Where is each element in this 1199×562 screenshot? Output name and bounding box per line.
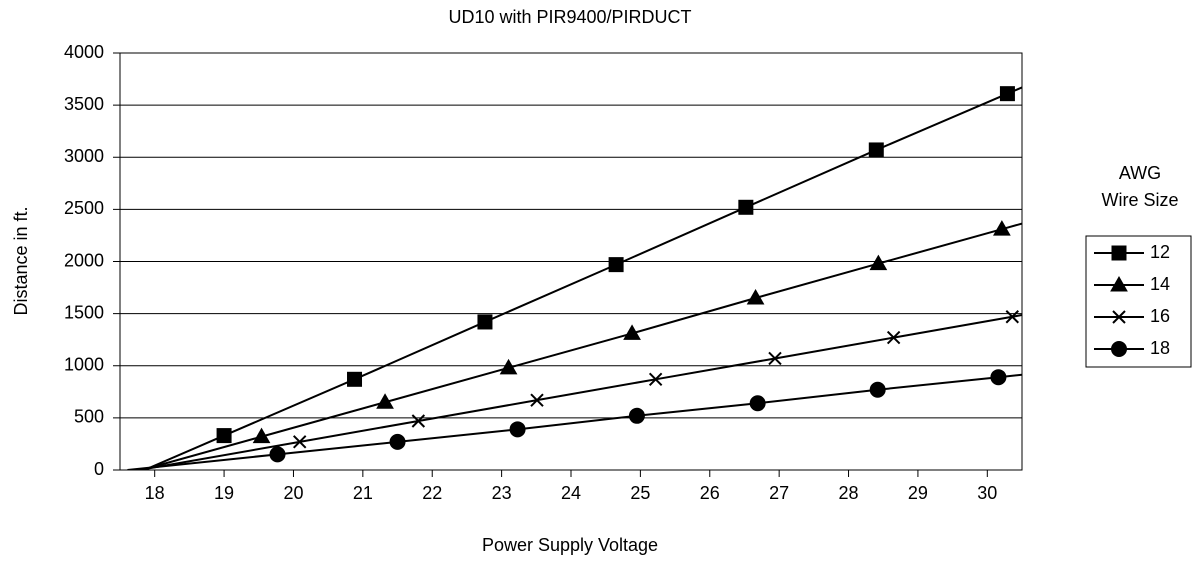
marker [216,428,232,444]
legend-title: Wire Size [1101,190,1178,210]
legend-label: 16 [1150,306,1170,326]
x-tick-label: 24 [561,483,581,503]
chart-title: UD10 with PIR9400/PIRDUCT [448,7,691,27]
legend-title: AWG [1119,163,1161,183]
marker [292,435,307,449]
legend-marker [1111,245,1127,261]
x-tick-label: 30 [977,483,997,503]
marker [1005,310,1019,324]
x-tick-label: 28 [839,483,859,503]
y-tick-label: 2500 [64,198,104,218]
x-tick-label: 21 [353,483,373,503]
marker [608,257,624,273]
legend-marker [1111,341,1127,357]
marker [738,199,754,215]
marker [499,358,518,375]
marker [886,330,901,345]
y-tick-label: 2000 [64,250,104,270]
marker [252,427,271,444]
x-tick-label: 23 [492,483,512,503]
marker [530,393,544,407]
x-axis-label: Power Supply Voltage [482,535,658,555]
y-tick-label: 3000 [64,146,104,166]
legend-marker [1110,275,1128,292]
marker [477,314,493,330]
marker [628,407,645,424]
line-extension [127,453,278,470]
legend-marker [1110,275,1128,292]
x-tick-label: 18 [145,483,165,503]
marker [623,324,641,340]
x-tick-label: 27 [769,483,789,503]
marker [869,254,888,271]
legend-marker [1112,310,1126,324]
y-tick-label: 1000 [64,355,104,375]
line-extension [143,434,225,470]
x-tick-label: 20 [283,483,303,503]
y-tick-label: 500 [74,407,104,427]
marker [509,421,526,438]
legend-label: 18 [1150,338,1170,358]
marker [269,446,286,463]
marker [990,369,1007,386]
x-tick-label: 22 [422,483,442,503]
y-tick-label: 0 [94,459,104,479]
marker [993,220,1011,236]
x-tick-label: 26 [700,483,720,503]
marker [347,371,363,387]
plot-frame [119,52,1023,471]
marker [869,381,886,398]
marker [768,351,782,366]
legend-label: 14 [1150,274,1170,294]
marker [376,393,394,409]
marker [648,372,663,387]
marker [389,433,406,450]
x-tick-label: 19 [214,483,234,503]
marker [999,86,1015,102]
legend-box [1085,235,1192,368]
legend-marker [1112,310,1126,324]
line-extension [141,435,262,470]
marker [868,142,884,158]
marker [749,395,766,412]
y-tick-label: 1500 [64,302,104,322]
y-axis-label: Distance in ft. [11,206,31,315]
x-tick-label: 25 [630,483,650,503]
y-tick-label: 4000 [64,42,104,62]
legend-label: 12 [1150,242,1170,262]
x-tick-label: 29 [908,483,928,503]
marker [411,414,426,428]
y-tick-label: 3500 [64,94,104,114]
marker [746,288,765,305]
legend-marker [1111,341,1127,357]
legend-marker [1111,245,1127,261]
